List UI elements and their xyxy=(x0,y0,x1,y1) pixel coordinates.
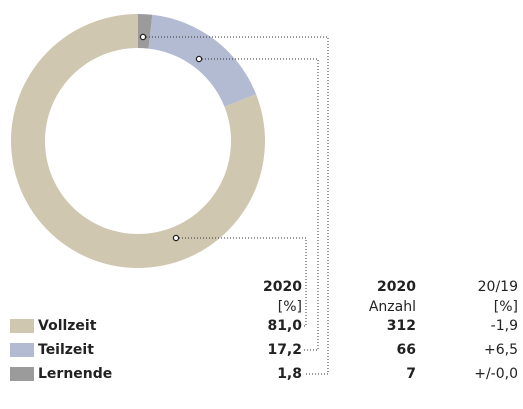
legend-label: Teilzeit xyxy=(38,342,94,358)
column-unit: [%] xyxy=(278,299,302,315)
count: 66 xyxy=(397,342,416,358)
leader-dot xyxy=(195,55,203,63)
count: 7 xyxy=(406,366,416,382)
leader-dot xyxy=(172,234,180,242)
column-year: 20/19 xyxy=(478,279,518,295)
change: -1,9 xyxy=(491,318,518,334)
donut-segment xyxy=(138,14,153,49)
legend-label: Lernende xyxy=(38,366,112,382)
change: +/-0,0 xyxy=(474,366,518,382)
value-label: 17,2 xyxy=(267,342,302,358)
leader-line xyxy=(146,36,329,375)
column-unit: [%] xyxy=(494,299,518,315)
legend-swatch xyxy=(10,367,34,381)
leader-line xyxy=(202,58,319,351)
leader-dot xyxy=(139,33,147,41)
column-unit: Anzahl xyxy=(369,299,416,315)
value-label: 1,8 xyxy=(277,366,302,382)
donut-segment xyxy=(148,14,257,107)
column-year: 2020 xyxy=(377,279,416,295)
legend-swatch xyxy=(10,343,34,357)
column-year: 2020 xyxy=(263,279,302,295)
legend-label: Vollzeit xyxy=(38,318,97,334)
value-label: 81,0 xyxy=(267,318,302,334)
count: 312 xyxy=(387,318,416,334)
legend-swatch xyxy=(10,319,34,333)
leader-line xyxy=(179,237,307,327)
change: +6,5 xyxy=(484,342,518,358)
